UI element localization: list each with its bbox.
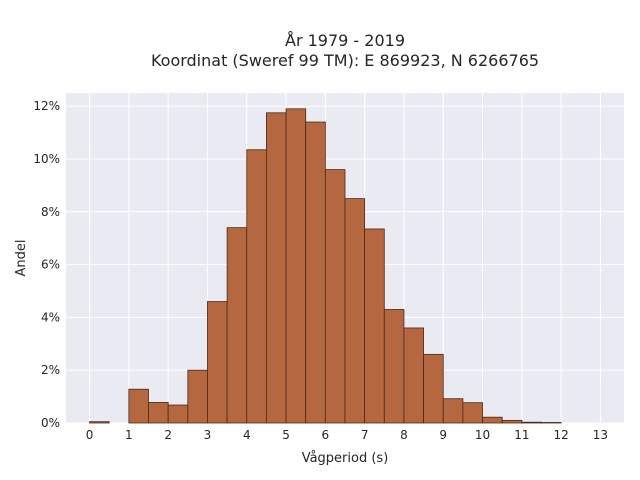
histogram-bar	[128, 388, 149, 424]
histogram-bar	[305, 121, 326, 424]
histogram-bar	[207, 301, 228, 424]
histogram-bar	[344, 198, 366, 424]
histogram-bar	[324, 169, 346, 424]
x-tick-label: 7	[361, 428, 369, 442]
y-tick-label: 0%	[41, 416, 60, 430]
histogram-bar	[187, 369, 208, 424]
chart-title: År 1979 - 2019	[285, 31, 405, 50]
histogram-bar	[266, 112, 287, 424]
x-tick-label: 12	[553, 428, 568, 442]
x-tick-label: 8	[400, 428, 408, 442]
y-tick-label: 8%	[41, 205, 60, 219]
histogram-bar	[423, 353, 444, 424]
x-tick-label: 4	[243, 428, 251, 442]
y-tick-label: 6%	[41, 258, 60, 272]
histogram-bar	[246, 149, 267, 424]
histogram-bar	[501, 419, 523, 424]
x-axis-label: Vågperiod (s)	[302, 451, 389, 466]
histogram-bar	[148, 402, 169, 424]
x-tick-label: 11	[514, 428, 529, 442]
y-tick-label: 2%	[41, 363, 60, 377]
histogram-bar	[462, 402, 483, 424]
histogram-bar	[167, 404, 189, 424]
x-tick-label: 5	[282, 428, 290, 442]
histogram-bar	[541, 422, 562, 424]
x-tick-label: 9	[439, 428, 447, 442]
histogram-bar	[521, 421, 542, 424]
chart-subtitle: Koordinat (Sweref 99 TM): E 869923, N 62…	[151, 51, 539, 70]
x-tick-label: 3	[204, 428, 212, 442]
x-tick-label: 13	[593, 428, 608, 442]
histogram-bar	[89, 421, 110, 424]
x-tick-label: 2	[164, 428, 172, 442]
x-tick-label: 0	[86, 428, 94, 442]
x-tick-label: 10	[475, 428, 490, 442]
y-tick-label: 12%	[33, 99, 60, 113]
histogram-bar	[285, 108, 307, 424]
y-tick-label: 10%	[33, 152, 60, 166]
histogram-bar	[403, 327, 424, 424]
histogram-bar	[364, 228, 385, 424]
bars	[89, 108, 562, 424]
y-axis-label: Andel	[14, 240, 29, 277]
histogram-bar	[482, 416, 503, 424]
x-tick-label: 6	[322, 428, 330, 442]
y-tick-labels: 0% 2% 4% 6% 8% 10% 12%	[33, 99, 60, 430]
x-tick-label: 1	[125, 428, 133, 442]
histogram-bar	[383, 309, 405, 424]
y-tick-label: 4%	[41, 310, 60, 324]
x-tick-labels: 0 1 2 3 4 5 6 7 8 9 10 11 12 13	[86, 428, 608, 442]
histogram-bar	[226, 227, 248, 424]
histogram-bar	[442, 398, 464, 424]
